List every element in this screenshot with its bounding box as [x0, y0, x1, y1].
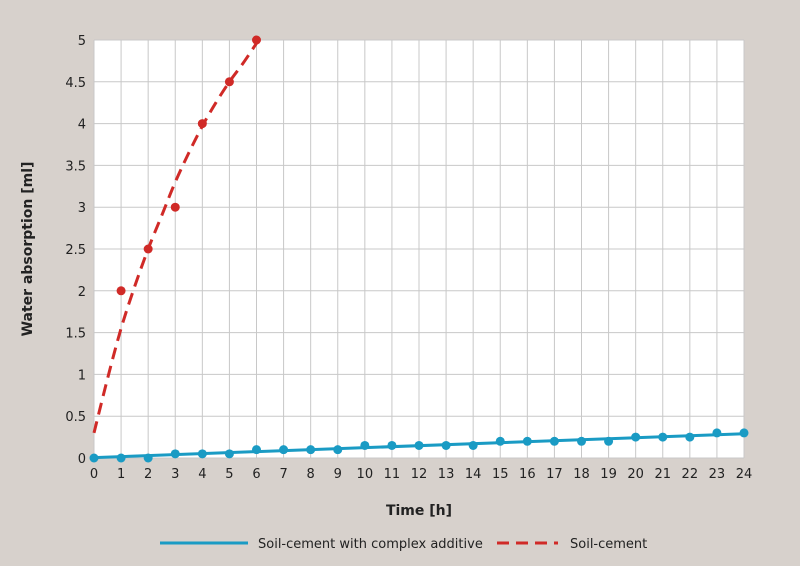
data-point-complex-additive [360, 440, 370, 450]
data-point-complex-additive [468, 440, 478, 450]
x-tick-label: 11 [384, 467, 401, 482]
legend-label-complex-additive: Soil-cement with complex additive [258, 537, 483, 552]
x-tick-label: 22 [682, 467, 699, 482]
x-tick-label: 7 [279, 467, 287, 482]
x-tick-label: 21 [654, 467, 671, 482]
data-point-complex-additive [306, 445, 316, 455]
data-point-complex-additive [685, 432, 695, 442]
x-tick-label: 0 [90, 467, 98, 482]
y-tick-label: 4.5 [65, 76, 86, 91]
x-tick-label: 1 [117, 467, 125, 482]
data-point-complex-additive [387, 440, 397, 450]
x-tick-label: 9 [334, 467, 342, 482]
series-layer [89, 35, 749, 463]
y-tick-label: 4 [78, 118, 86, 133]
y-tick-label: 0.5 [65, 410, 86, 425]
data-point-complex-additive [414, 440, 424, 450]
data-point-complex-additive [739, 428, 749, 438]
data-point-complex-additive [89, 453, 99, 463]
x-axis-title: Time [h] [386, 503, 452, 519]
x-tick-label: 10 [357, 467, 374, 482]
x-tick-label: 18 [573, 467, 590, 482]
data-point-complex-additive [279, 445, 289, 455]
y-axis-title: Water absorption [ml] [20, 162, 36, 337]
data-point-complex-additive [333, 445, 343, 455]
data-point-soil-cement [116, 286, 126, 296]
data-point-complex-additive [712, 428, 722, 438]
data-point-soil-cement [224, 77, 234, 87]
x-tick-label: 13 [438, 467, 455, 482]
x-tick-label: 8 [307, 467, 315, 482]
x-tick-label: 15 [492, 467, 509, 482]
x-tick-label: 19 [600, 467, 617, 482]
x-tick-label: 2 [144, 467, 152, 482]
data-point-complex-additive [577, 436, 586, 446]
data-point-complex-additive [658, 432, 668, 442]
x-tick-label: 16 [519, 467, 536, 482]
data-point-complex-additive [441, 440, 451, 450]
data-point-complex-additive [197, 449, 207, 459]
x-tick-label: 6 [252, 467, 260, 482]
y-tick-label: 1.5 [65, 327, 86, 342]
data-point-soil-cement [197, 119, 207, 129]
x-tick-label: 4 [198, 467, 206, 482]
x-tick-label: 12 [411, 467, 428, 482]
data-point-soil-cement [252, 35, 261, 45]
y-tick-label: 2.5 [65, 243, 86, 258]
data-point-complex-additive [549, 436, 559, 446]
data-point-complex-additive [143, 453, 153, 463]
y-tick-label: 3.5 [65, 159, 86, 174]
x-axis-ticks: 0 1 2 3 4 5 6 7 8 9 10 11 12 13 14 15 16 17 18 19 20 21 22 23 24 [90, 467, 752, 482]
data-point-complex-additive [252, 445, 261, 455]
x-tick-label: 5 [225, 467, 233, 482]
x-tick-label: 23 [709, 467, 726, 482]
data-point-complex-additive [522, 436, 532, 446]
data-point-complex-additive [631, 432, 641, 442]
y-tick-label: 3 [78, 201, 86, 216]
y-tick-label: 2 [78, 285, 86, 300]
x-tick-label: 3 [171, 467, 179, 482]
x-tick-label: 20 [627, 467, 644, 482]
y-tick-label: 5 [78, 34, 86, 49]
x-tick-label: 14 [465, 467, 482, 482]
grid [93, 39, 745, 459]
y-tick-label: 0 [78, 452, 86, 467]
data-point-soil-cement [170, 202, 180, 212]
data-point-complex-additive [116, 453, 126, 463]
y-tick-label: 1 [78, 368, 86, 383]
data-point-complex-additive [170, 449, 180, 459]
legend-label-soil-cement: Soil-cement [570, 537, 647, 552]
data-point-complex-additive [224, 449, 234, 459]
x-tick-label: 17 [546, 467, 563, 482]
data-point-complex-additive [604, 436, 614, 446]
legend: Soil-cement with complex additive Soil-c… [160, 537, 647, 552]
data-point-soil-cement [143, 244, 153, 254]
x-tick-label: 24 [736, 467, 753, 482]
y-axis-ticks: 0 0.5 1 1.5 2 2.5 3 3.5 4 4.5 5 [65, 34, 86, 467]
data-point-complex-additive [495, 436, 505, 446]
